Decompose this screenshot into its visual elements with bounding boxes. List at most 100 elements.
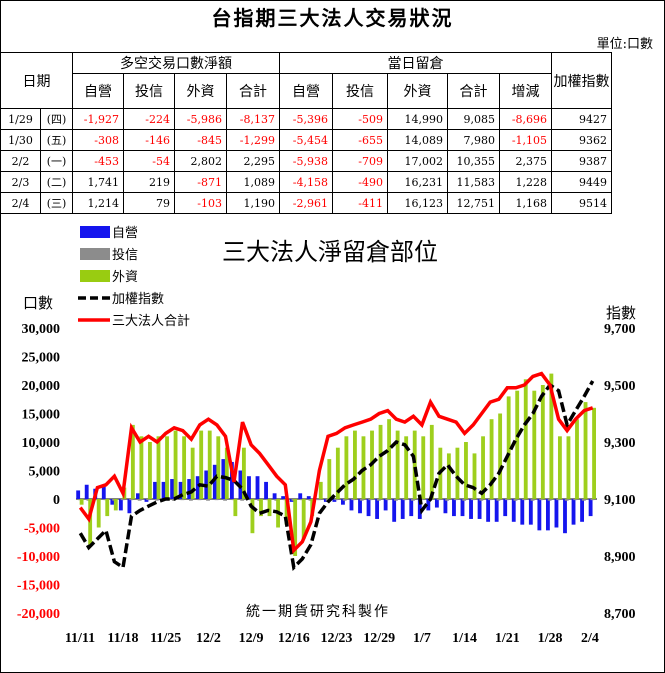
- bar-foreign: [241, 447, 246, 499]
- bar-foreign: [216, 436, 221, 499]
- legend-label: 投信: [112, 247, 138, 263]
- bar-dealer: [417, 499, 422, 519]
- x-tick-label: 12/29: [363, 631, 395, 646]
- table-cell: 16,231: [387, 171, 448, 193]
- bar-dealer: [400, 499, 405, 519]
- table-cell: -2,961: [279, 192, 333, 214]
- sub-header: 外資: [387, 73, 448, 109]
- y-tick-label: -5,000: [24, 522, 60, 537]
- bar-foreign: [583, 402, 588, 499]
- table-cell: 12,751: [447, 192, 500, 214]
- bar-foreign: [79, 499, 84, 505]
- bar-trust: [240, 499, 245, 501]
- table-cell: -509: [332, 108, 388, 130]
- x-tick-label: 1/14: [452, 631, 477, 646]
- x-tick-label: 12/23: [321, 631, 353, 646]
- bar-dealer: [520, 499, 525, 525]
- bar-dealer: [571, 499, 576, 525]
- bar-trust: [206, 499, 210, 501]
- net-group-header: 多空交易口數淨額: [72, 52, 280, 74]
- y-tick-label: -15,000: [17, 579, 60, 594]
- bar-dealer: [118, 499, 123, 511]
- bar-foreign: [549, 373, 554, 499]
- sub-header: 增減: [498, 73, 553, 109]
- bar-foreign: [455, 447, 460, 499]
- table-row: 2/3 (二) 1,741 219 -871 1,089 -4,158 -490 16,231 1…: [0, 171, 613, 193]
- table-cell: -5,396: [279, 108, 333, 130]
- bar-trust: [564, 499, 569, 501]
- table-cell: 2,375: [498, 150, 553, 172]
- y-tick-label: -10,000: [17, 550, 60, 565]
- bar-dealer: [255, 476, 260, 499]
- bar-foreign: [318, 481, 323, 499]
- bar-trust: [522, 499, 526, 501]
- bar-foreign: [575, 419, 579, 499]
- bar-trust: [436, 499, 441, 501]
- y2-tick-label: 9,100: [604, 493, 636, 508]
- table-cell: -4,158: [279, 171, 333, 193]
- bar-foreign: [412, 430, 417, 499]
- table-cell: -5,454: [279, 129, 333, 151]
- table-cell: -8,137: [226, 108, 280, 130]
- bar-dealer: [383, 499, 388, 511]
- bar-dealer: [494, 499, 499, 522]
- bar-trust: [154, 499, 159, 501]
- bar-trust: [556, 499, 561, 501]
- bar-foreign: [156, 436, 161, 499]
- sub-header: 投信: [123, 73, 175, 109]
- bar-foreign: [139, 436, 144, 499]
- bar-foreign: [207, 430, 212, 499]
- bar-trust: [376, 499, 381, 501]
- bar-foreign: [293, 499, 298, 556]
- x-tick-label: 2/4: [581, 631, 599, 646]
- bar-dealer: [229, 461, 234, 499]
- bar-foreign: [540, 385, 545, 499]
- bar-dealer: [409, 499, 414, 517]
- table-cell: 14,990: [387, 108, 448, 130]
- legend-label: 自營: [112, 226, 138, 241]
- table-cell: 10,355: [447, 150, 500, 172]
- y2-tick-label: 9,300: [604, 436, 636, 451]
- bar-trust: [573, 499, 578, 501]
- row-index: 9449: [551, 171, 613, 193]
- row-index: 9362: [551, 129, 613, 151]
- table-cell: -655: [332, 129, 388, 151]
- bar-dealer: [127, 499, 132, 514]
- table-cell: 1,190: [226, 192, 280, 214]
- bar-dealer: [187, 479, 192, 499]
- table-cell: -103: [174, 192, 227, 214]
- legend-label: 加權指數: [112, 292, 164, 307]
- table-cell: -411: [332, 192, 388, 214]
- bar-trust: [317, 499, 321, 501]
- page-title: 台指期三大法人交易狀況: [211, 6, 454, 30]
- x-tick-label: 11/18: [107, 631, 138, 646]
- y-tick-label: -20,000: [17, 607, 60, 622]
- bar-dealer: [341, 499, 345, 505]
- bar-trust: [590, 499, 595, 501]
- row-index: 9427: [551, 108, 613, 130]
- table-cell: 1,214: [72, 192, 124, 214]
- bar-foreign: [148, 442, 152, 499]
- legend-swatch: [80, 226, 110, 238]
- bar-dealer: [503, 499, 508, 517]
- x-tick-label: 1/7: [413, 631, 431, 646]
- bar-foreign: [566, 436, 571, 499]
- table-cell: 17,002: [387, 150, 448, 172]
- bar-trust: [496, 499, 501, 501]
- sub-header: 合計: [447, 73, 500, 109]
- bar-dealer: [136, 493, 140, 499]
- bar-dealer: [247, 476, 251, 499]
- bar-dealer: [221, 459, 226, 499]
- bar-trust: [137, 499, 142, 501]
- bar-dealer: [298, 493, 303, 499]
- bar-dealer: [153, 481, 157, 499]
- bar-foreign: [301, 499, 306, 539]
- bar-dealer: [332, 499, 337, 502]
- bar-dealer: [358, 499, 362, 514]
- table-cell: -5,938: [279, 150, 333, 172]
- y-tick-label: 30,000: [22, 322, 61, 337]
- row-date: 2/2: [0, 150, 41, 172]
- table-cell: 79: [123, 192, 175, 214]
- sub-header: 自營: [279, 73, 333, 109]
